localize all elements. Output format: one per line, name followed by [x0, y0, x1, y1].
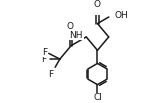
Text: NH: NH [70, 31, 83, 40]
Text: O: O [94, 0, 101, 9]
Text: F: F [42, 48, 47, 57]
Text: Cl: Cl [93, 93, 102, 102]
Text: F: F [48, 70, 53, 79]
Text: OH: OH [114, 11, 128, 20]
Text: O: O [66, 22, 73, 31]
Text: F: F [41, 55, 46, 64]
